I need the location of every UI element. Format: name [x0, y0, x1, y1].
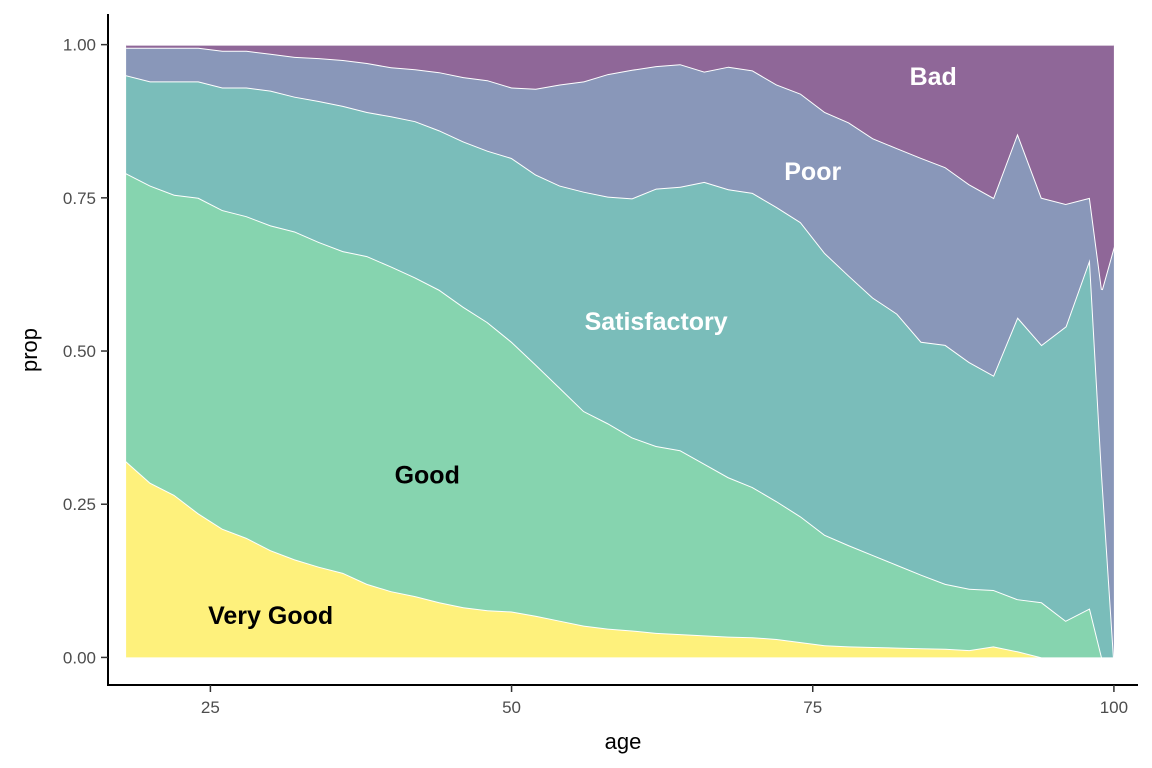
- x-axis-ticks: 25 50 75 100: [201, 685, 1128, 717]
- area-label-satisfactory: Satisfactory: [585, 308, 728, 336]
- x-tick-label: 75: [803, 698, 822, 717]
- area-label-very-good: Very Good: [208, 602, 333, 630]
- y-axis-ticks: 0.00 0.25 0.50 0.75 1.00: [63, 36, 108, 667]
- area-very-good: [126, 461, 1114, 658]
- area-bad: [126, 44, 1114, 290]
- x-tick-label: 25: [201, 698, 220, 717]
- area-label-poor: Poor: [784, 158, 841, 186]
- x-tick-label: 50: [502, 698, 521, 717]
- area-good: [126, 173, 1114, 658]
- x-axis-title: age: [605, 729, 642, 754]
- x-tick-label: 100: [1100, 698, 1128, 717]
- y-tick-label: 0.25: [63, 495, 96, 514]
- y-tick-label: 0.00: [63, 648, 96, 667]
- area-label-good: Good: [395, 461, 460, 489]
- y-tick-label: 0.75: [63, 189, 96, 208]
- area-label-bad: Bad: [910, 63, 957, 91]
- area-labels: Very Good Good Satisfactory Poor Bad: [208, 63, 957, 630]
- y-tick-label: 0.50: [63, 342, 96, 361]
- y-tick-label: 1.00: [63, 36, 96, 55]
- area-satisfactory: [126, 75, 1114, 658]
- area-layers: [125, 43, 1115, 659]
- y-axis-title: prop: [17, 328, 42, 372]
- area-poor: [126, 47, 1114, 658]
